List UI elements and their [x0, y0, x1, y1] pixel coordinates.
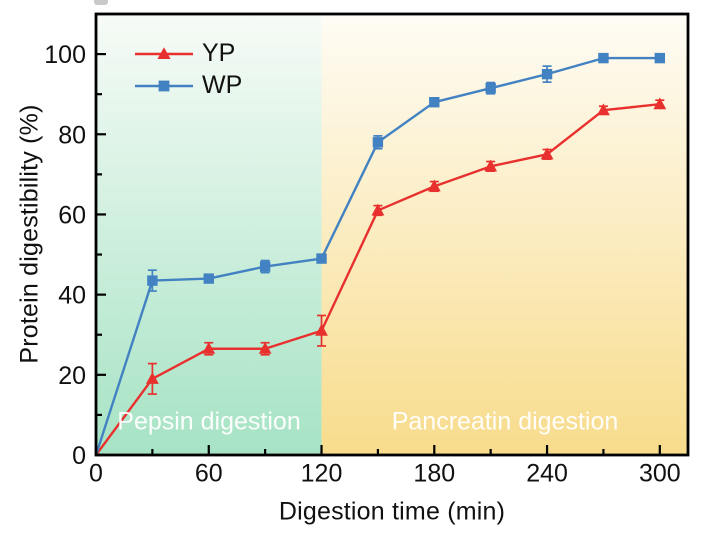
triangle-marker: [315, 323, 328, 336]
x-tick-label: 60: [195, 460, 223, 488]
legend: YP WP: [135, 40, 242, 99]
square-marker: [654, 52, 666, 64]
square-marker: [203, 273, 214, 284]
series-WP: [94, 52, 666, 457]
square-marker: [429, 97, 440, 108]
square-marker: [316, 253, 327, 264]
triangle-marker: [653, 97, 667, 110]
legend-label-wp: WP: [202, 71, 243, 99]
y-tick-label: 100: [44, 41, 86, 69]
x-tick-label: 300: [639, 460, 681, 488]
square-marker: [372, 137, 384, 148]
triangle-marker: [202, 341, 216, 354]
x-tick-label: 180: [413, 460, 455, 488]
y-tick-label: 0: [72, 442, 86, 470]
x-tick-label: 240: [526, 460, 568, 488]
y-tick-label: 40: [58, 282, 86, 310]
pepsin-region-label: Pepsin digestion: [117, 407, 301, 436]
triangle-marker: [484, 159, 498, 172]
square-marker: [485, 82, 496, 94]
triangle-marker: [371, 203, 385, 216]
triangle-marker: [540, 147, 554, 160]
region-1: [321, 14, 688, 455]
pancreatin-region-label: Pancreatin digestion: [391, 407, 619, 436]
wp-line-square-icon: [135, 80, 193, 91]
square-marker: [147, 275, 158, 286]
legend-item-wp: WP: [135, 72, 242, 99]
legend-item-yp: YP: [135, 40, 242, 67]
square-marker: [541, 68, 553, 80]
triangle-marker: [258, 341, 272, 354]
triangle-marker: [597, 103, 610, 116]
x-axis-title: Digestion time (min): [278, 497, 506, 526]
yp-line-triangle-icon: [135, 46, 193, 59]
y-axis-title: Protein digestibility (%): [15, 104, 44, 364]
legend-label-yp: YP: [202, 39, 236, 67]
x-tick-label: 120: [301, 460, 343, 488]
region-0: [96, 14, 322, 455]
square-marker: [598, 52, 609, 64]
square-marker: [259, 261, 271, 272]
triangle-marker: [427, 179, 441, 192]
plot-border: [94, 12, 690, 457]
y-tick-label: 80: [58, 121, 86, 149]
y-tick-label: 20: [58, 362, 86, 390]
triangle-marker: [145, 372, 159, 384]
series-YP: [94, 97, 667, 457]
y-tick-label: 60: [58, 201, 86, 229]
panel-label-fragment: [94, 0, 108, 5]
x-tick-label: 0: [89, 460, 103, 488]
